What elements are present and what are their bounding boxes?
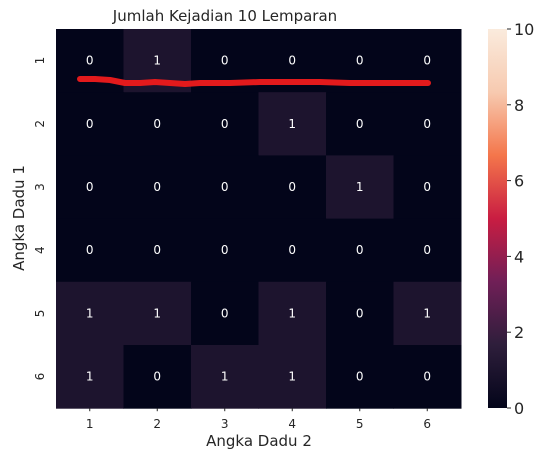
heatmap-cell [123, 281, 192, 346]
heatmap-cell [56, 281, 124, 346]
heatmap-cell [191, 155, 259, 220]
cell-value-label: 1 [288, 306, 296, 320]
heatmap-cells: 0 1 0 0 0 0 0 0 0 1 0 0 0 0 0 0 1 0 0 0 0 0 0 0 1 1 0 1 0 1 1 0 1 1 0 0 [56, 29, 462, 409]
cell-value-label: 0 [356, 370, 364, 384]
cell-value-label: 0 [221, 54, 229, 68]
heatmap-cell [123, 155, 192, 220]
cell-value-label: 1 [288, 117, 296, 131]
colorbar-tick-labels: 0 2 4 6 8 10 [507, 20, 534, 418]
heatmap-cell [258, 92, 327, 156]
heatmap-cell [191, 281, 259, 346]
cell-value-label: 0 [153, 243, 161, 257]
colorbar-tick-label: 2 [514, 323, 524, 342]
heatmap-cell [393, 345, 462, 409]
cell-value-label: 0 [423, 370, 431, 384]
heatmap-cell [258, 281, 327, 346]
cell-value-label: 1 [153, 306, 161, 320]
cell-value-label: 1 [86, 370, 94, 384]
cell-value-label: 0 [153, 370, 161, 384]
cell-value-label: 0 [423, 117, 431, 131]
cell-value-label: 0 [153, 180, 161, 194]
cell-value-label: 0 [86, 54, 94, 68]
y-tick-label: 5 [33, 310, 47, 318]
cell-value-label: 0 [288, 243, 296, 257]
cell-value-label: 0 [423, 180, 431, 194]
heatmap-cell [191, 345, 259, 409]
y-tick-label: 2 [33, 120, 47, 128]
heatmap-cell [326, 155, 394, 220]
x-tick-label: 2 [153, 417, 161, 431]
y-axis-label: Angka Dadu 1 [10, 165, 28, 271]
heatmap-cell [56, 345, 124, 409]
y-tick-label: 6 [33, 373, 47, 381]
x-tick-label: 3 [221, 417, 229, 431]
cell-value-label: 0 [356, 243, 364, 257]
heatmap-cell [326, 345, 394, 409]
cell-value-label: 0 [86, 243, 94, 257]
y-tick-label: 3 [33, 183, 47, 191]
colorbar-tick-label: 6 [514, 172, 524, 191]
heatmap-cell [393, 281, 462, 346]
cell-value-label: 0 [356, 54, 364, 68]
annotation-stroke [77, 76, 431, 87]
heatmap-cell [258, 345, 327, 409]
heatmap-cell [326, 218, 394, 283]
heatmap-cell [326, 92, 394, 156]
cell-value-label: 0 [356, 306, 364, 320]
x-tick-label: 1 [86, 417, 94, 431]
cell-value-label: 0 [86, 180, 94, 194]
x-tick-label: 4 [288, 417, 296, 431]
colorbar-tick-label: 0 [514, 399, 524, 418]
heatmap-cell [326, 281, 394, 346]
cell-value-label: 0 [423, 54, 431, 68]
cell-value-label: 0 [221, 180, 229, 194]
cell-value-label: 1 [86, 306, 94, 320]
cell-value-label: 0 [288, 180, 296, 194]
colorbar [488, 29, 507, 408]
y-tick-label: 4 [33, 246, 47, 254]
cell-value-label: 0 [221, 306, 229, 320]
heatmap-cell [123, 218, 192, 283]
cell-value-label: 0 [221, 243, 229, 257]
colorbar-tick-label: 8 [514, 96, 524, 115]
x-tick-label: 6 [423, 417, 431, 431]
cell-value-label: 1 [221, 370, 229, 384]
x-axis-label: Angka Dadu 2 [206, 432, 312, 450]
heatmap-cell [258, 155, 327, 220]
cell-value-label: 0 [288, 54, 296, 68]
heatmap-cell [56, 92, 124, 156]
cell-value-label: 0 [356, 117, 364, 131]
heatmap-cell [123, 92, 192, 156]
x-tick-label: 5 [356, 417, 364, 431]
cell-value-label: 1 [288, 370, 296, 384]
cell-value-label: 1 [153, 54, 161, 68]
cell-value-label: 1 [423, 306, 431, 320]
heatmap-cell [393, 218, 462, 283]
y-tick-label: 1 [33, 57, 47, 65]
colorbar-tick-label: 10 [514, 20, 534, 39]
cell-value-label: 0 [86, 117, 94, 131]
colorbar-tick-label: 4 [514, 247, 524, 266]
heatmap-cell [393, 155, 462, 220]
heatmap-cell [123, 345, 192, 409]
heatmap-cell [191, 92, 259, 156]
heatmap-cell [258, 218, 327, 283]
heatmap-cell [191, 218, 259, 283]
y-tick-labels: 1 2 3 4 5 6 [33, 57, 47, 381]
heatmap-cell [56, 218, 124, 283]
heatmap-cell [56, 155, 124, 220]
cell-value-label: 1 [356, 180, 364, 194]
cell-value-label: 0 [423, 243, 431, 257]
cell-value-label: 0 [153, 117, 161, 131]
chart-title: Jumlah Kejadian 10 Lemparan [112, 7, 337, 25]
x-tick-labels: 1 2 3 4 5 6 [86, 408, 431, 431]
cell-value-label: 0 [221, 117, 229, 131]
heatmap-cell [393, 92, 462, 156]
